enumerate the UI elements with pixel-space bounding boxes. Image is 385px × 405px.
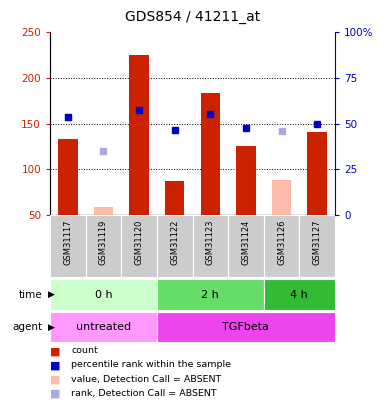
Text: 4 h: 4 h <box>290 290 308 300</box>
Text: GSM31119: GSM31119 <box>99 220 108 265</box>
Text: ■: ■ <box>50 375 60 385</box>
Text: GSM31123: GSM31123 <box>206 220 215 265</box>
Text: agent: agent <box>12 322 42 332</box>
Bar <box>85 215 121 277</box>
Text: time: time <box>19 290 42 300</box>
Text: untreated: untreated <box>76 322 131 332</box>
Text: ▶: ▶ <box>48 290 55 299</box>
Bar <box>272 180 291 215</box>
Text: count: count <box>71 346 98 355</box>
Text: GSM31122: GSM31122 <box>170 220 179 265</box>
Bar <box>201 94 220 215</box>
Bar <box>300 215 335 277</box>
Bar <box>307 132 327 215</box>
Bar <box>228 215 264 277</box>
Bar <box>236 146 256 215</box>
Text: GSM31126: GSM31126 <box>277 220 286 265</box>
Bar <box>50 312 157 342</box>
Text: GSM31124: GSM31124 <box>241 220 250 265</box>
Text: percentile rank within the sample: percentile rank within the sample <box>71 360 231 369</box>
Text: GSM31117: GSM31117 <box>64 220 72 265</box>
Text: GDS854 / 41211_at: GDS854 / 41211_at <box>125 10 260 24</box>
Bar <box>94 207 113 215</box>
Bar <box>50 279 157 310</box>
Text: ■: ■ <box>50 389 60 399</box>
Text: rank, Detection Call = ABSENT: rank, Detection Call = ABSENT <box>71 389 217 398</box>
Bar <box>264 279 335 310</box>
Bar <box>157 279 264 310</box>
Text: 0 h: 0 h <box>95 290 112 300</box>
Bar <box>157 312 335 342</box>
Bar <box>157 215 192 277</box>
Bar <box>121 215 157 277</box>
Text: ■: ■ <box>50 360 60 371</box>
Text: ▶: ▶ <box>48 322 55 332</box>
Bar <box>50 215 85 277</box>
Bar <box>58 139 78 215</box>
Text: ■: ■ <box>50 346 60 356</box>
Bar <box>129 55 149 215</box>
Text: 2 h: 2 h <box>201 290 219 300</box>
Bar <box>264 215 300 277</box>
Bar <box>192 215 228 277</box>
Text: GSM31127: GSM31127 <box>313 220 321 265</box>
Text: value, Detection Call = ABSENT: value, Detection Call = ABSENT <box>71 375 221 384</box>
Text: TGFbeta: TGFbeta <box>223 322 270 332</box>
Text: GSM31120: GSM31120 <box>135 220 144 265</box>
Bar <box>165 181 184 215</box>
